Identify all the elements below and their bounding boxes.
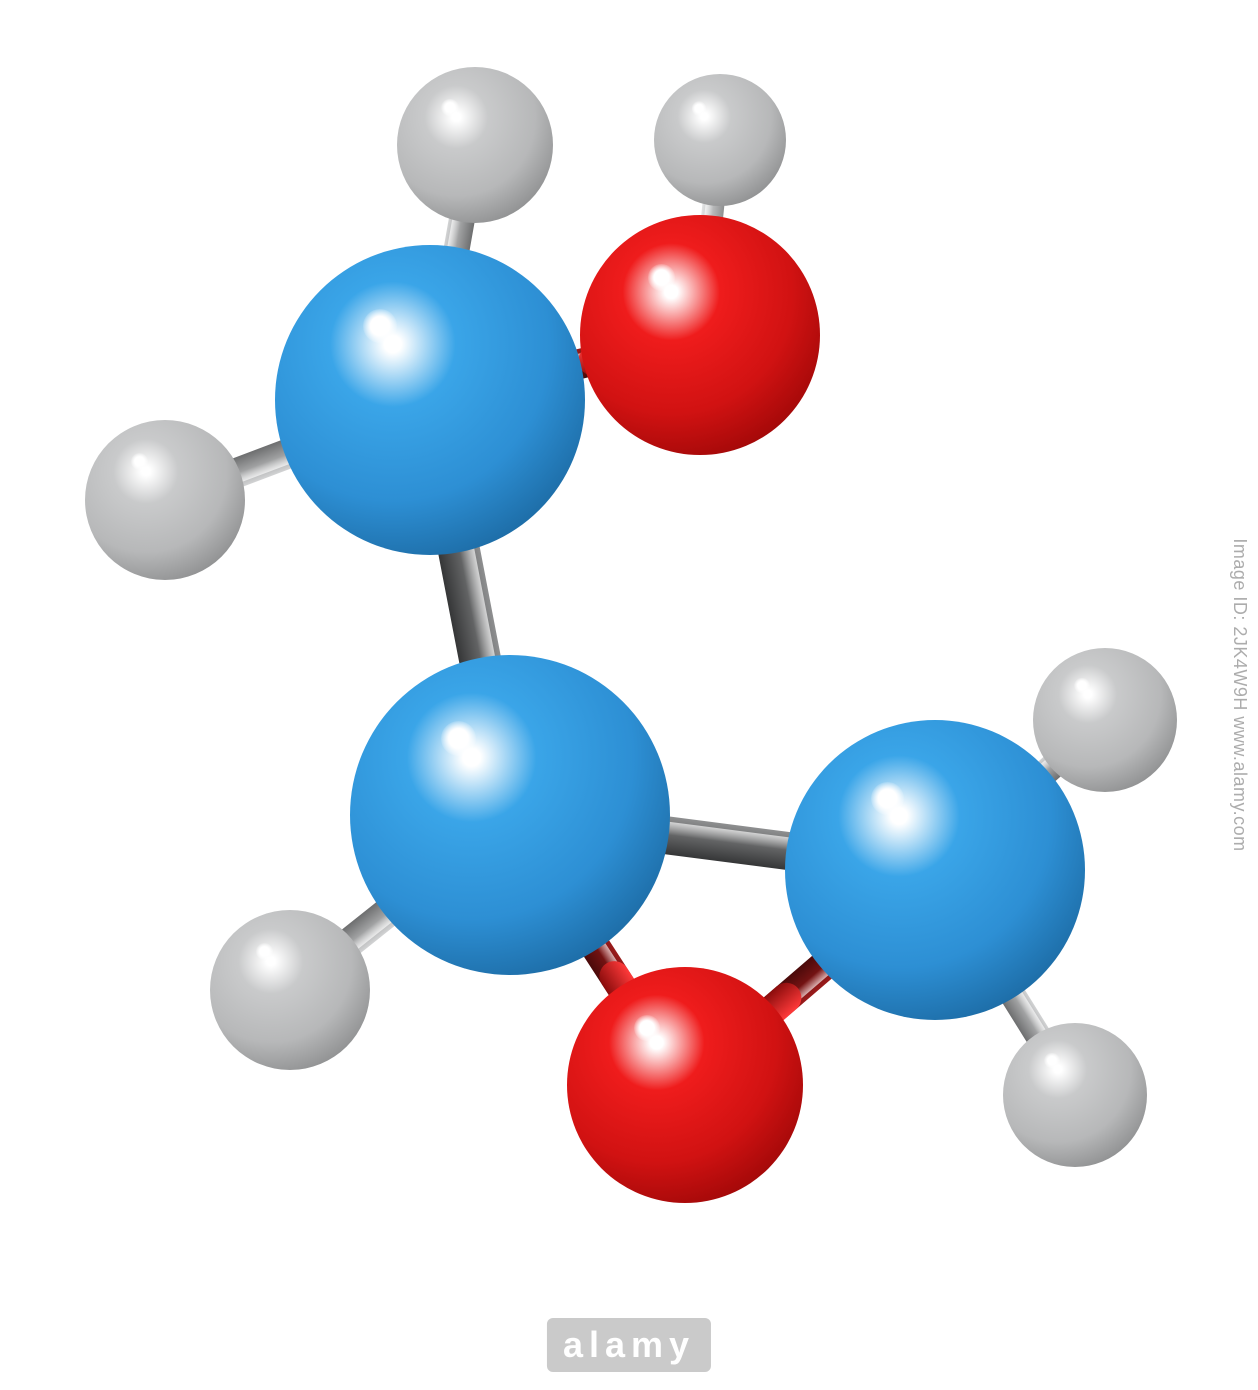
atom-carbon bbox=[275, 245, 585, 555]
watermark-side-text: Image ID: 2JK4W9H www.alamy.com bbox=[1229, 538, 1250, 851]
atom-carbon bbox=[350, 655, 670, 975]
atom-carbon bbox=[785, 720, 1085, 1020]
molecule-stage bbox=[0, 0, 1258, 1390]
atom-hydrogen bbox=[654, 74, 786, 206]
atom-oxygen bbox=[567, 967, 803, 1203]
atom-hydrogen bbox=[1003, 1023, 1147, 1167]
atom-hydrogen bbox=[1033, 648, 1177, 792]
atom-hydrogen bbox=[397, 67, 553, 223]
atom-hydrogen bbox=[85, 420, 245, 580]
atom-oxygen bbox=[580, 215, 820, 455]
atom-hydrogen bbox=[210, 910, 370, 1070]
watermark-logo-text: alamy bbox=[547, 1318, 711, 1372]
